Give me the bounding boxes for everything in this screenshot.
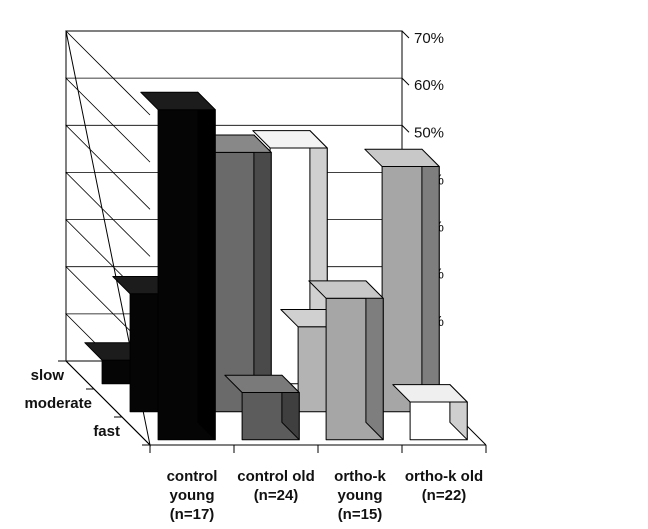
category-label-line: ortho-k old [405,468,483,485]
bar-side-face [253,134,272,413]
bar-side-face [197,91,216,441]
series-label-fast: fast [93,423,120,440]
chart-bars [84,91,468,441]
bar-top-face [252,130,328,149]
category-label-3: ortho-k old (n=22) [405,468,483,504]
gridline [65,124,402,210]
gridline [65,77,402,163]
bar-top-face [364,148,440,167]
category-label-line: ortho-k [334,468,386,485]
category-label-line: (n=24) [254,487,299,504]
category-label-line: control [167,468,218,485]
category-label-1: control old (n=24) [237,468,315,504]
category-label-line: young [338,487,383,504]
y-tick-label: 60% [414,77,444,94]
category-label-0: control young (n=17) [167,468,218,523]
bar-top-face [140,91,216,111]
bar-top-face [392,384,468,403]
bar-fast-1 [224,374,300,441]
bar-moderate-1 [196,134,272,413]
category-label-line: (n=22) [422,487,467,504]
bar-side-face [365,280,384,441]
y-tick-label: 50% [414,124,444,141]
y-tick-mark [401,124,410,133]
category-label-line: control old [237,468,315,485]
category-label-line: (n=15) [338,506,383,523]
category-label-2: ortho-k young (n=15) [334,468,386,523]
y-tick-mark [401,77,410,86]
bar-top-face [308,280,384,299]
gridline [65,30,402,116]
series-label-slow: slow [31,367,65,384]
bar-fast-3 [392,384,468,441]
series-label-moderate: moderate [24,395,92,412]
y-tick-label: 70% [414,30,444,47]
bar-side-face [421,148,440,413]
y-tick-mark [401,30,410,39]
category-label-line: (n=17) [170,506,215,523]
bar-top-face [224,374,300,393]
bar-fast-0 [140,91,216,441]
bar-fast-2 [308,280,384,441]
category-label-line: young [170,487,215,504]
